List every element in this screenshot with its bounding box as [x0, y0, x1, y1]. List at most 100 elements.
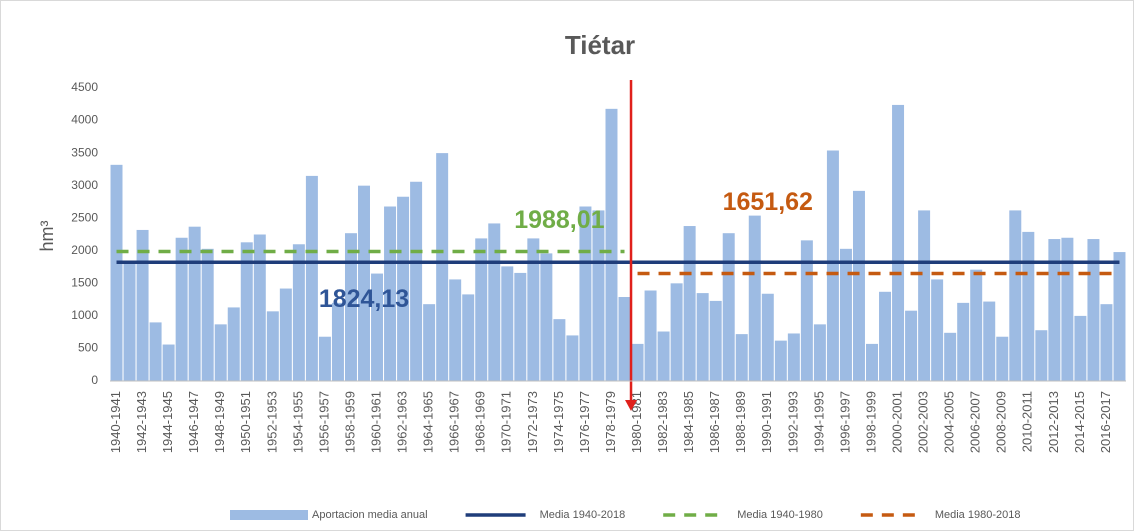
y-tick-label: 3500 — [71, 145, 98, 159]
bar — [371, 273, 384, 381]
y-tick-label: 1000 — [71, 308, 98, 322]
bar — [631, 343, 644, 381]
y-tick-label: 0 — [91, 373, 98, 387]
x-tick-label: 2004-2005 — [942, 391, 957, 453]
bar — [787, 333, 800, 381]
x-tick-label: 1944-1945 — [160, 391, 175, 453]
bar — [266, 311, 279, 381]
y-tick-label: 4000 — [71, 113, 98, 127]
x-tick-label: 1978-1979 — [603, 391, 618, 453]
bar — [748, 215, 761, 381]
value-label: 1824,13 — [319, 285, 409, 313]
x-tick-label: 1942-1943 — [134, 391, 149, 453]
x-tick-label: 1970-1971 — [499, 391, 514, 453]
x-tick-label: 1958-1959 — [342, 391, 357, 453]
bar — [292, 244, 305, 381]
bar — [605, 108, 618, 381]
x-tick-label: 1968-1969 — [473, 391, 488, 453]
x-tick-label: 2016-2017 — [1098, 391, 1113, 453]
y-tick-label: 4500 — [71, 80, 98, 94]
bar — [566, 335, 579, 381]
bar — [644, 290, 657, 381]
y-tick-label: 2000 — [71, 243, 98, 257]
y-tick-label: 500 — [78, 341, 98, 355]
y-axis-label: hm³ — [37, 220, 57, 251]
bar — [839, 248, 852, 381]
bar — [436, 153, 449, 381]
bar — [813, 324, 826, 381]
bar — [709, 300, 722, 381]
bar — [553, 319, 566, 381]
bar — [136, 229, 149, 381]
bar — [1100, 304, 1113, 381]
bar — [488, 223, 501, 381]
bar — [1061, 237, 1074, 381]
bar — [410, 181, 423, 381]
bar — [722, 233, 735, 381]
bar — [397, 196, 410, 381]
bar — [970, 269, 983, 381]
bar — [201, 248, 214, 381]
x-tick-label: 2008-2009 — [994, 391, 1009, 453]
x-tick-label: 2002-2003 — [916, 391, 931, 453]
x-tick-label: 1950-1951 — [238, 391, 253, 453]
bar — [162, 344, 175, 381]
bar — [279, 288, 292, 381]
y-tick-label: 3000 — [71, 178, 98, 192]
x-tick-label: 1992-1993 — [785, 391, 800, 453]
bar — [318, 336, 331, 381]
bar — [957, 302, 970, 381]
x-tick-label: 2014-2015 — [1072, 391, 1087, 453]
bar — [1048, 239, 1061, 381]
x-tick-label: 2000-2001 — [889, 391, 904, 453]
x-tick-label: 1986-1987 — [707, 391, 722, 453]
x-tick-label: 1988-1989 — [733, 391, 748, 453]
bar — [1035, 330, 1048, 381]
x-tick-label: 1962-1963 — [395, 391, 410, 453]
x-tick-label: 1956-1957 — [316, 391, 331, 453]
x-tick-label: 1960-1961 — [368, 391, 383, 453]
bar — [618, 297, 631, 381]
bar — [527, 238, 540, 381]
x-tick-label: 1948-1949 — [212, 391, 227, 453]
x-tick-label: 1994-1995 — [811, 391, 826, 453]
bar — [983, 301, 996, 381]
legend: Aportacion media anual Media 1940-2018 Med… — [230, 509, 1020, 521]
bar — [188, 226, 201, 381]
bar — [475, 238, 488, 381]
x-tick-label: 1984-1985 — [681, 391, 696, 453]
bar — [514, 272, 527, 381]
x-tick-label: 2010-2011 — [1020, 391, 1035, 452]
bar — [931, 279, 944, 381]
bar — [852, 190, 865, 381]
x-tick-label: 1974-1975 — [551, 391, 566, 453]
bar — [892, 104, 905, 381]
x-tick-label: 1952-1953 — [264, 391, 279, 453]
bar — [826, 150, 839, 381]
bar — [670, 283, 683, 381]
x-tick-label: 1976-1977 — [577, 391, 592, 453]
x-tick-label: 2006-2007 — [968, 391, 983, 453]
x-tick-label: 1964-1965 — [421, 391, 436, 453]
bar — [996, 336, 1009, 381]
x-tick-label: 1972-1973 — [525, 391, 540, 453]
legend-label: Aportacion media anual — [312, 509, 428, 521]
y-tick-label: 1500 — [71, 276, 98, 290]
bar — [358, 185, 370, 381]
bar — [774, 340, 787, 381]
chart-title: Tiétar — [565, 30, 635, 60]
bar — [944, 332, 957, 381]
bar — [683, 226, 696, 381]
bar — [592, 210, 605, 381]
bar — [253, 234, 266, 381]
x-tick-label: 1990-1991 — [759, 391, 774, 453]
bar — [305, 175, 318, 381]
value-label: 1651,62 — [723, 188, 813, 216]
bar — [1087, 239, 1100, 381]
x-tick-label: 1998-1999 — [863, 391, 878, 453]
bar — [800, 240, 813, 381]
value-label: 1988,01 — [514, 206, 604, 234]
bar — [110, 164, 123, 381]
x-tick-label: 1946-1947 — [186, 391, 201, 453]
